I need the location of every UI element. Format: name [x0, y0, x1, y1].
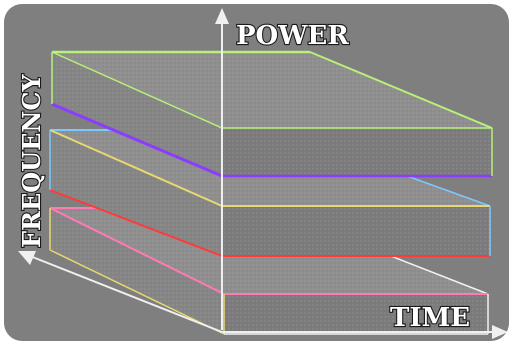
- frequency-axis-label: FREQUENCY: [17, 74, 46, 248]
- frequency-axis-arrow-icon: [18, 251, 36, 265]
- time-axis-arrow-icon: [492, 325, 508, 339]
- top-slab: [51, 50, 493, 178]
- axes: [18, 8, 508, 339]
- time-axis-label: TIME: [390, 303, 470, 333]
- frequency-axis: [29, 255, 223, 333]
- power-axis-arrow-icon: [215, 8, 229, 24]
- power-axis-label: POWER: [236, 21, 349, 51]
